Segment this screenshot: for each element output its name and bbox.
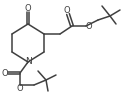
Text: O: O bbox=[64, 6, 70, 15]
Text: O: O bbox=[86, 22, 92, 30]
Text: N: N bbox=[25, 57, 31, 67]
Text: O: O bbox=[17, 84, 23, 93]
Text: O: O bbox=[1, 68, 8, 77]
Text: O: O bbox=[25, 4, 31, 13]
